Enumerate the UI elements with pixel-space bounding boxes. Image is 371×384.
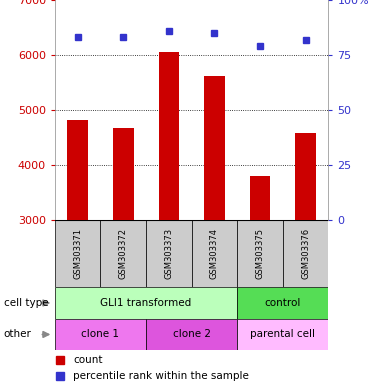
- Text: control: control: [265, 298, 301, 308]
- Text: GSM303373: GSM303373: [164, 228, 173, 279]
- Bar: [250, 176, 270, 220]
- Text: GSM303372: GSM303372: [119, 228, 128, 279]
- Text: GSM303376: GSM303376: [301, 228, 310, 279]
- Bar: [237, 287, 328, 319]
- Bar: [237, 220, 283, 287]
- Bar: [283, 220, 328, 287]
- Bar: [295, 133, 316, 220]
- Bar: [113, 127, 134, 220]
- Bar: [146, 220, 191, 287]
- Text: GSM303374: GSM303374: [210, 228, 219, 279]
- Text: other: other: [4, 329, 32, 339]
- Bar: [68, 120, 88, 220]
- Text: percentile rank within the sample: percentile rank within the sample: [73, 371, 249, 381]
- Text: GLI1 transformed: GLI1 transformed: [101, 298, 192, 308]
- Text: cell type: cell type: [4, 298, 49, 308]
- Bar: [204, 76, 225, 220]
- Bar: [158, 52, 179, 220]
- Text: clone 1: clone 1: [82, 329, 119, 339]
- Text: clone 2: clone 2: [173, 329, 211, 339]
- Bar: [146, 319, 237, 350]
- Bar: [191, 220, 237, 287]
- Bar: [55, 287, 237, 319]
- Text: GSM303375: GSM303375: [256, 228, 265, 279]
- Bar: [55, 220, 101, 287]
- Bar: [101, 220, 146, 287]
- Text: parental cell: parental cell: [250, 329, 315, 339]
- Text: count: count: [73, 355, 103, 365]
- Bar: [237, 319, 328, 350]
- Bar: [55, 319, 146, 350]
- Text: GSM303371: GSM303371: [73, 228, 82, 279]
